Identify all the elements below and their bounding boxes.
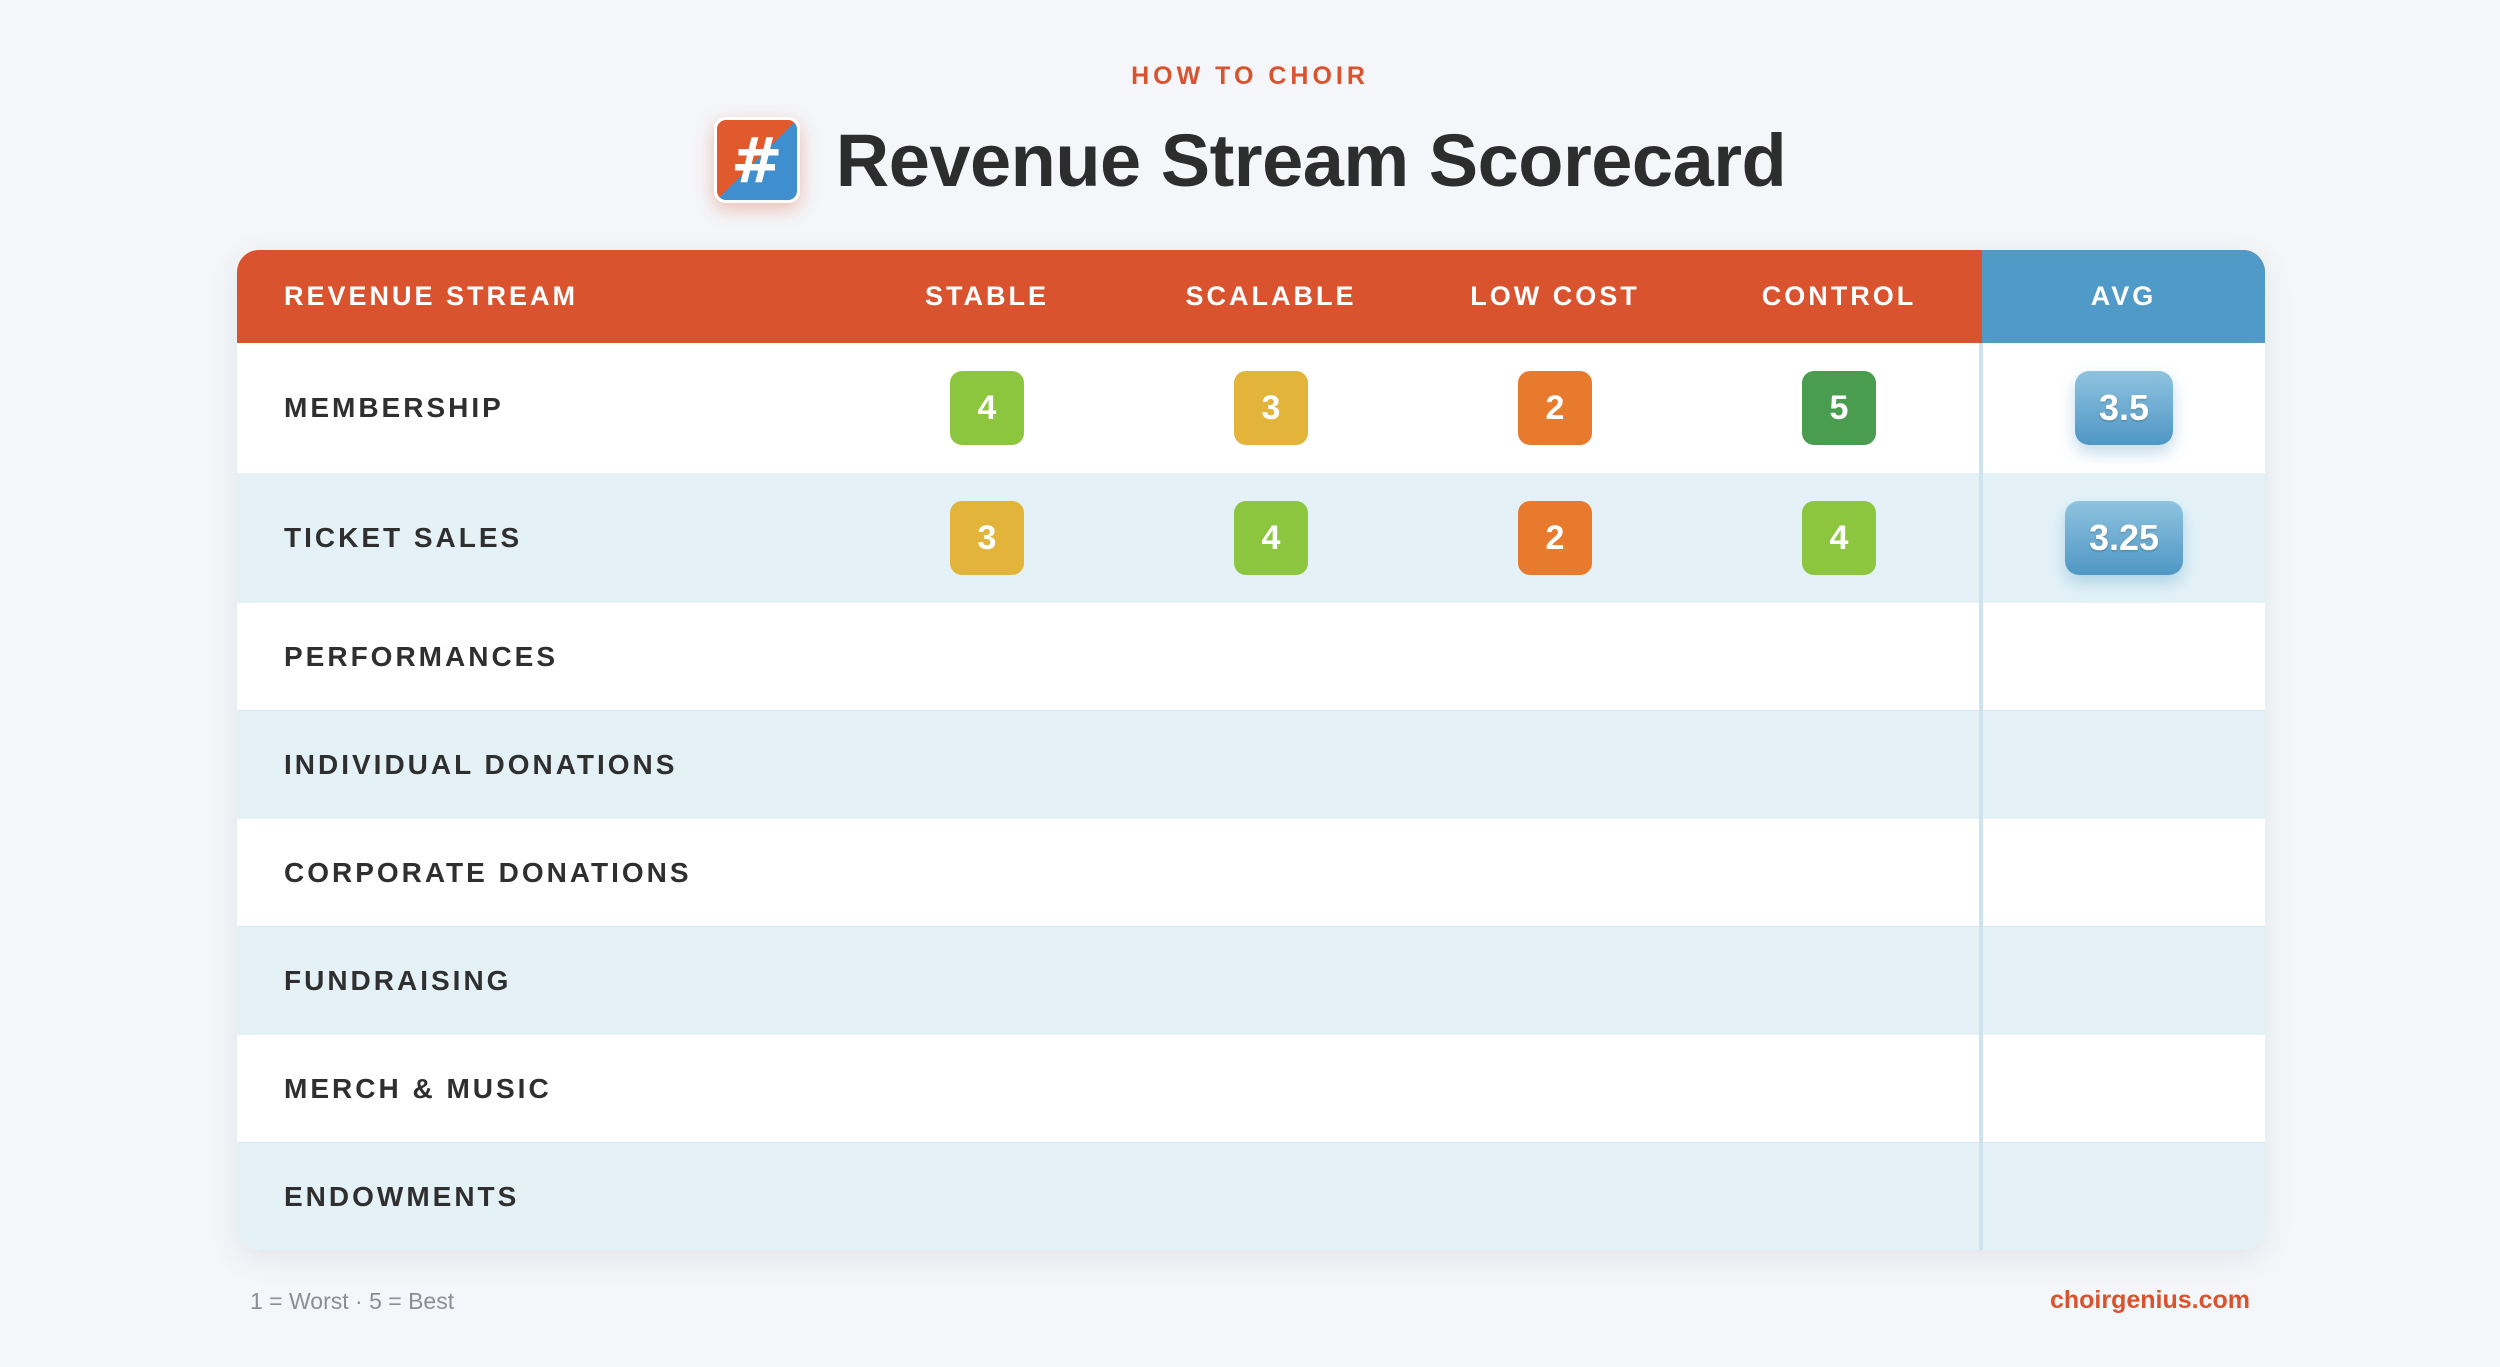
table-row: TICKET SALES 3 4 2 4 3.25 <box>237 473 2265 603</box>
table-row: FUNDRAISING <box>237 927 2265 1035</box>
table-row: PERFORMANCES <box>237 603 2265 711</box>
title-row: # Revenue Stream Scorecard <box>0 110 2500 210</box>
score-legend: 1 = Worst · 5 = Best <box>250 1288 455 1314</box>
table-header: REVENUE STREAM STABLE SCALABLE LOW COST … <box>237 250 2265 343</box>
score-badge: 4 <box>1802 501 1876 575</box>
score-badge: 3 <box>1234 371 1308 445</box>
table-row: ENDOWMENTS <box>237 1143 2265 1250</box>
table-row: INDIVIDUAL DONATIONS <box>237 711 2265 819</box>
score-badge: 5 <box>1802 371 1876 445</box>
hashtag-logo-icon: # <box>713 117 800 203</box>
score-badge: 2 <box>1518 501 1592 575</box>
avg-column-divider <box>1979 343 1983 1250</box>
header-stable: STABLE <box>925 281 1049 311</box>
header-scalable: SCALABLE <box>1185 281 1357 311</box>
row-name: FUNDRAISING <box>284 965 512 996</box>
row-name: INDIVIDUAL DONATIONS <box>284 749 678 780</box>
page-title: Revenue Stream Scorecard <box>835 118 1787 202</box>
table-row: MERCH & MUSIC <box>237 1035 2265 1143</box>
scorecard-table: REVENUE STREAM STABLE SCALABLE LOW COST … <box>237 250 2265 1250</box>
row-name: MEMBERSHIP <box>284 392 504 423</box>
score-badge: 3 <box>950 501 1024 575</box>
table-row: MEMBERSHIP 4 3 2 5 3.5 <box>237 343 2265 473</box>
logo-glyph: # <box>730 123 783 197</box>
header-low-cost: LOW COST <box>1470 281 1640 311</box>
site-link[interactable]: choirgenius.com <box>2049 1286 2250 1314</box>
score-badge: 4 <box>1234 501 1308 575</box>
score-badge: 2 <box>1518 371 1592 445</box>
table-row: CORPORATE DONATIONS <box>237 819 2265 927</box>
avg-badge: 3.5 <box>2074 371 2174 445</box>
row-name: MERCH & MUSIC <box>284 1072 552 1104</box>
eyebrow-label: HOW TO CHOIR <box>1131 62 1369 90</box>
header-avg: AVG <box>1982 250 2265 343</box>
score-badge: 4 <box>950 371 1024 445</box>
avg-badge: 3.25 <box>2064 501 2184 575</box>
row-name: ENDOWMENTS <box>284 1180 520 1212</box>
header-revenue-stream: REVENUE STREAM <box>284 281 579 311</box>
header-control: CONTROL <box>1761 281 1917 311</box>
row-name: CORPORATE DONATIONS <box>284 856 692 888</box>
row-name: TICKET SALES <box>284 522 523 553</box>
row-name: PERFORMANCES <box>284 640 559 672</box>
